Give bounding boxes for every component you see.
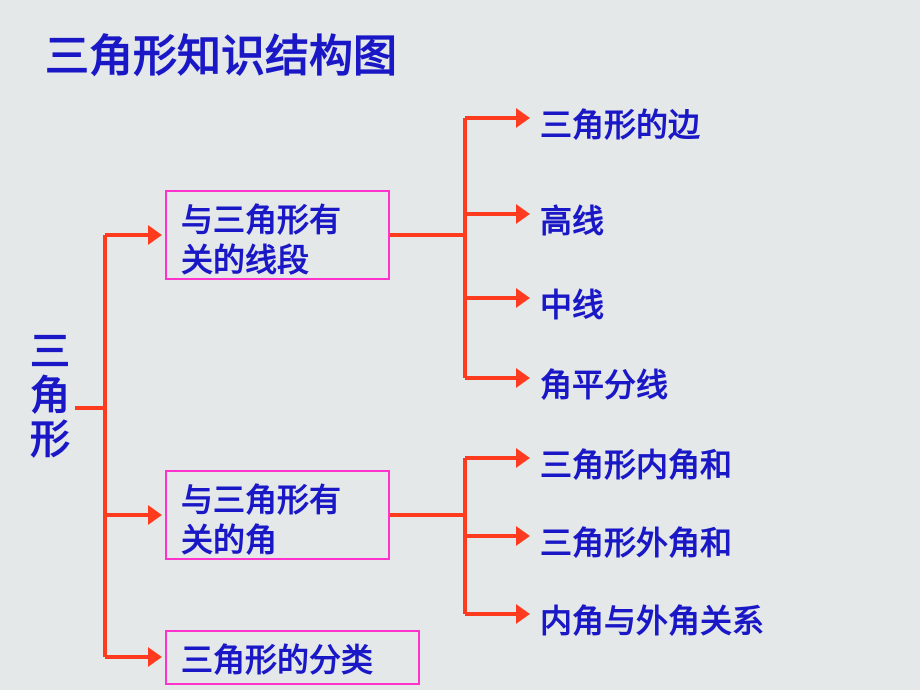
box-angles: 与三角形有 关的角 bbox=[165, 470, 390, 560]
leaf-exterior-angle-sum: 三角形外角和 bbox=[540, 518, 732, 564]
leaf-interior-angle-sum: 三角形内角和 bbox=[540, 440, 732, 486]
leaf-altitude: 高线 bbox=[540, 196, 604, 242]
leaf-angle-relationship: 内角与外角关系 bbox=[540, 596, 764, 642]
box-lines: 与三角形有 关的线段 bbox=[165, 190, 390, 280]
leaf-angle-bisector: 角平分线 bbox=[540, 360, 668, 406]
arrows-layer bbox=[0, 0, 920, 690]
diagram-stage: 三角形知识结构图 三 角 形 与三角形有 关的线段 与三角形有 关的角 三角形的… bbox=[0, 0, 920, 690]
leaf-triangle-sides: 三角形的边 bbox=[540, 100, 700, 146]
diagram-title: 三角形知识结构图 bbox=[45, 20, 397, 84]
leaf-median: 中线 bbox=[540, 280, 604, 326]
root-node: 三 角 形 bbox=[30, 330, 70, 462]
box-classification: 三角形的分类 bbox=[165, 630, 420, 685]
